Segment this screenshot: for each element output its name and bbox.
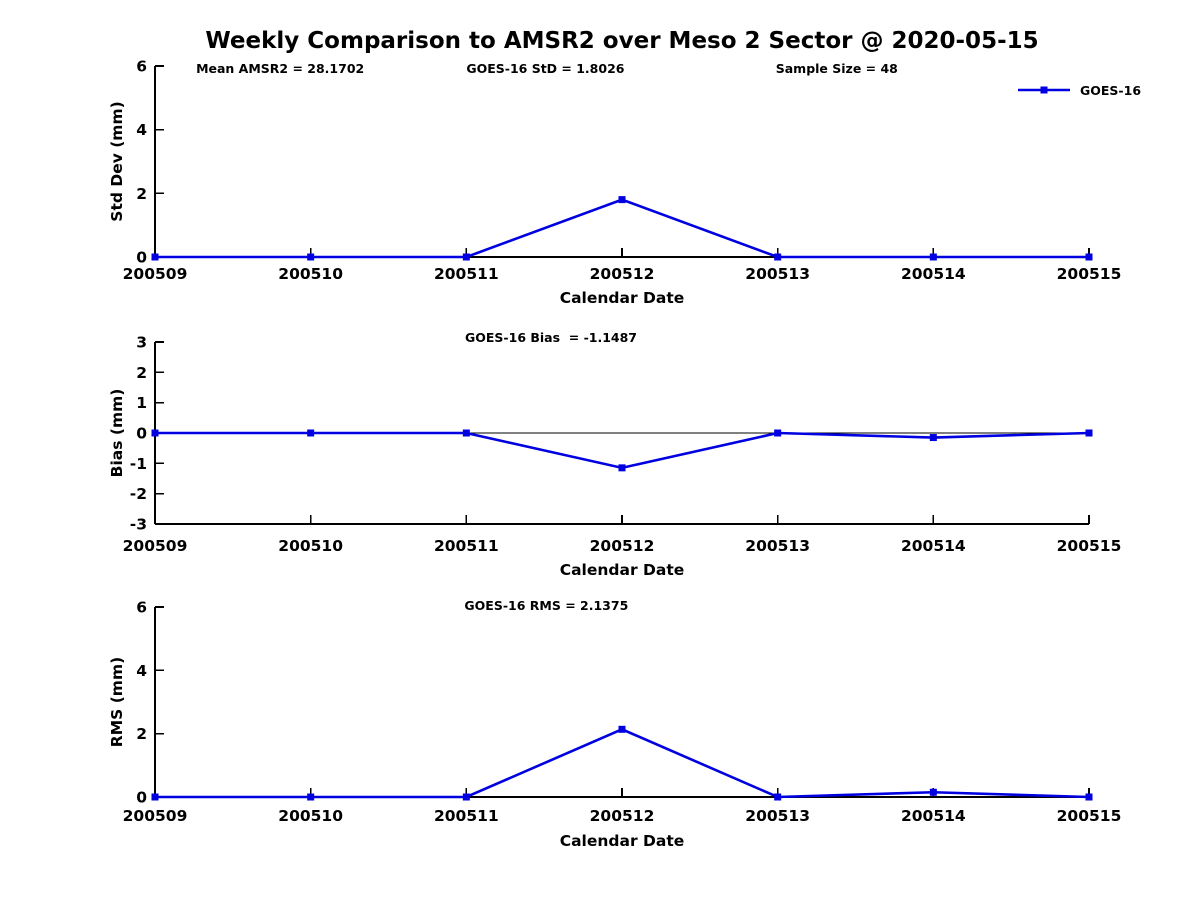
x-tick-label: 200510 — [278, 537, 343, 555]
y-tick-label: 0 — [136, 789, 147, 807]
x-tick-label: 200513 — [745, 807, 810, 825]
data-point-marker — [774, 429, 782, 437]
y-tick-label: 2 — [136, 364, 147, 382]
data-point-marker — [151, 253, 159, 261]
y-axis-label: RMS (mm) — [108, 657, 126, 747]
data-point-marker — [307, 429, 315, 437]
x-tick-label: 200514 — [901, 807, 966, 825]
y-tick-label: 2 — [136, 185, 147, 203]
data-point-marker — [929, 434, 937, 442]
y-tick-label: 6 — [136, 58, 147, 76]
data-point-marker — [929, 253, 937, 261]
data-point-marker — [151, 793, 159, 801]
subplot-std-dev-mm: 0 2 4 6 200509 200510 200511 200512 200513 200514… — [108, 58, 1121, 308]
data-point-marker — [774, 793, 782, 801]
x-tick-label: 200512 — [590, 807, 655, 825]
y-tick-label: 0 — [136, 425, 147, 443]
x-tick-label: 200510 — [278, 807, 343, 825]
x-tick-label: 200512 — [590, 265, 655, 283]
x-axis-label: Calendar Date — [560, 832, 685, 850]
x-tick-label: 200515 — [1057, 265, 1122, 283]
data-point-marker — [1085, 253, 1093, 261]
data-point-marker — [151, 429, 159, 437]
x-tick-label: 200513 — [745, 537, 810, 555]
x-tick-label: 200510 — [278, 265, 343, 283]
subplot-rms-mm: 0 2 4 6 200509 200510 200511 200512 200513 200514… — [108, 598, 1121, 850]
x-tick-label: 200511 — [434, 807, 499, 825]
y-tick-label: 4 — [136, 121, 147, 139]
data-point-marker — [462, 793, 470, 801]
x-tick-label: 200509 — [123, 537, 188, 555]
data-point-marker — [618, 196, 626, 204]
x-tick-label: 200515 — [1057, 807, 1122, 825]
annotation-text: GOES-16 Bias = -1.1487 — [465, 330, 637, 345]
subplot-bias-mm: -3 -2 -1 0 1 2 3 200509 200510 200511 200512 200513… — [108, 330, 1121, 579]
series-line-goes-16 — [155, 727, 1090, 799]
x-axis-label: Calendar Date — [560, 289, 685, 307]
data-point-marker — [618, 725, 626, 733]
y-tick-label: -2 — [130, 485, 147, 503]
y-tick-label: 6 — [136, 599, 147, 617]
y-tick-label: -1 — [130, 455, 147, 473]
x-tick-label: 200512 — [590, 537, 655, 555]
x-tick-label: 200514 — [901, 537, 966, 555]
data-point-marker — [1085, 429, 1093, 437]
y-tick-label: 1 — [136, 394, 147, 412]
x-tick-label: 200511 — [434, 537, 499, 555]
legend-label: GOES-16 — [1080, 83, 1141, 98]
data-point-marker — [618, 464, 626, 472]
annotation-text: Sample Size = 48 — [776, 61, 898, 76]
data-point-marker — [462, 253, 470, 261]
series-line-goes-16 — [155, 431, 1090, 470]
y-axis-label: Bias (mm) — [108, 389, 126, 478]
x-tick-label: 200513 — [745, 265, 810, 283]
y-tick-label: 4 — [136, 662, 147, 680]
legend-marker — [1040, 86, 1048, 94]
data-point-marker — [307, 793, 315, 801]
y-tick-label: 0 — [136, 249, 147, 267]
annotation-text: GOES-16 StD = 1.8026 — [466, 61, 624, 76]
data-point-marker — [929, 788, 937, 796]
annotation-text: Mean AMSR2 = 28.1702 — [196, 61, 364, 76]
x-axis-label: Calendar Date — [560, 561, 685, 579]
x-tick-label: 200511 — [434, 265, 499, 283]
x-tick-label: 200514 — [901, 265, 966, 283]
x-tick-label: 200509 — [123, 807, 188, 825]
annotation-text: GOES-16 RMS = 2.1375 — [464, 598, 628, 613]
y-tick-label: 3 — [136, 334, 147, 352]
y-axis-label: Std Dev (mm) — [108, 101, 126, 221]
data-point-marker — [1085, 793, 1093, 801]
data-point-marker — [462, 429, 470, 437]
y-tick-label: -3 — [130, 516, 147, 534]
data-point-marker — [307, 253, 315, 261]
chart-title: Weekly Comparison to AMSR2 over Meso 2 S… — [205, 28, 1039, 54]
y-tick-label: 2 — [136, 725, 147, 743]
x-tick-label: 200515 — [1057, 537, 1122, 555]
data-point-marker — [774, 253, 782, 261]
legend: GOES-16 — [1018, 83, 1141, 98]
x-tick-label: 200509 — [123, 265, 188, 283]
